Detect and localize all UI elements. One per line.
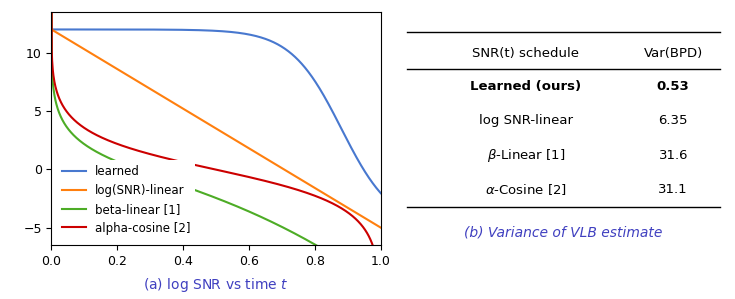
- log(SNR)-linear: [180, 108, 189, 112]
- learned: [310, 78, 319, 82]
- Line: learned: learned: [51, 30, 381, 193]
- Text: Learned (ours): Learned (ours): [470, 80, 581, 93]
- log(SNR)-linear: [273, 164, 282, 167]
- Legend: learned, log(SNR)-linear, beta-linear [1], alpha-cosine [2]: learned, log(SNR)-linear, beta-linear [1…: [57, 160, 196, 239]
- log(SNR)-linear: [192, 115, 201, 119]
- Text: $\alpha$-Cosine [2]: $\alpha$-Cosine [2]: [485, 182, 567, 197]
- Text: log SNR-linear: log SNR-linear: [478, 115, 573, 127]
- alpha-cosine [2]: [192, 164, 201, 167]
- beta-linear [1]: [273, 223, 282, 227]
- Text: SNR(t) schedule: SNR(t) schedule: [473, 48, 579, 60]
- Text: $\beta$-Linear [1]: $\beta$-Linear [1]: [487, 147, 565, 164]
- learned: [47, 28, 56, 31]
- log(SNR)-linear: [376, 226, 385, 230]
- Text: 0.53: 0.53: [657, 80, 689, 93]
- log(SNR)-linear: [310, 186, 319, 189]
- Text: 31.1: 31.1: [659, 183, 688, 196]
- Text: Var(BPD): Var(BPD): [644, 48, 703, 60]
- Line: alpha-cosine [2]: alpha-cosine [2]: [51, 0, 381, 299]
- Text: (b) Variance of VLB estimate: (b) Variance of VLB estimate: [465, 226, 663, 240]
- learned: [192, 28, 201, 32]
- alpha-cosine [2]: [310, 194, 319, 197]
- alpha-cosine [2]: [81, 127, 90, 130]
- alpha-cosine [2]: [273, 182, 282, 186]
- learned: [81, 28, 90, 31]
- beta-linear [1]: [304, 239, 312, 242]
- Text: 31.6: 31.6: [659, 149, 688, 162]
- Line: log(SNR)-linear: log(SNR)-linear: [51, 30, 381, 228]
- alpha-cosine [2]: [180, 161, 189, 164]
- log(SNR)-linear: [81, 48, 90, 51]
- Text: 6.35: 6.35: [659, 115, 688, 127]
- learned: [273, 42, 282, 46]
- Line: beta-linear [1]: beta-linear [1]: [51, 0, 381, 286]
- X-axis label: (a) log SNR vs time $t$: (a) log SNR vs time $t$: [143, 276, 289, 294]
- beta-linear [1]: [180, 184, 189, 188]
- beta-linear [1]: [81, 143, 90, 147]
- beta-linear [1]: [192, 189, 201, 193]
- beta-linear [1]: [310, 242, 319, 246]
- alpha-cosine [2]: [304, 192, 312, 195]
- learned: [180, 28, 189, 32]
- log(SNR)-linear: [47, 28, 56, 31]
- learned: [376, 191, 385, 195]
- log(SNR)-linear: [304, 182, 312, 186]
- learned: [304, 70, 312, 74]
- beta-linear [1]: [376, 285, 385, 288]
